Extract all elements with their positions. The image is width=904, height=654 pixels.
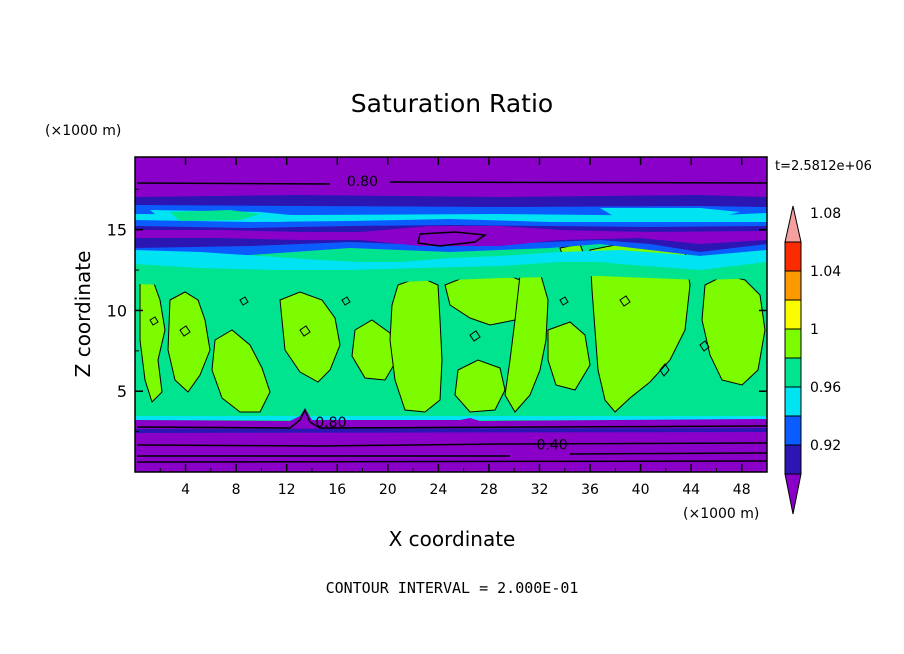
top-green-patch — [170, 210, 260, 221]
colorbar-swatch — [784, 270, 802, 301]
x-tick-label: 16 — [328, 482, 346, 498]
colorbar-swatch — [784, 444, 802, 475]
x-axis: 4 8 12 16 20 24 28 32 36 40 44 48 — [159, 157, 751, 498]
contour-labels: 0.80 0.80 0.40 — [315, 174, 567, 453]
y-units-label: (×1000 m) — [45, 123, 121, 139]
colorbar-swatch — [784, 415, 802, 446]
time-label: t=2.5812e+06 — [775, 159, 872, 174]
region-2 — [167, 291, 211, 393]
colorbar: 0.92 0.96 1 1.04 1.08 — [784, 205, 841, 515]
colorbar-level-label: 1.08 — [810, 206, 841, 222]
y-tick-label: 5 — [117, 382, 127, 401]
x-tick-label: 36 — [581, 482, 599, 498]
region-11 — [547, 321, 591, 391]
colorbar-swatch — [784, 299, 802, 330]
region-5 — [351, 319, 399, 381]
region-1 — [139, 277, 166, 403]
lower-cyan-band — [135, 416, 767, 420]
contour-lines — [136, 181, 768, 463]
contour-label: 0.80 — [347, 174, 378, 190]
x-tick-label: 24 — [429, 482, 447, 498]
dry-pocket — [417, 231, 488, 247]
contour-islands — [149, 295, 710, 377]
region-3 — [211, 329, 271, 413]
upper-green-layer — [135, 262, 767, 286]
colorbar-max-arrow — [784, 205, 802, 243]
contour-080-bottom — [136, 408, 768, 429]
y-axis-label: Z coordinate — [71, 251, 95, 378]
supersaturated-regions — [139, 206, 766, 413]
upper-cyan-lower-band — [135, 250, 767, 272]
x-tick-label: 44 — [682, 482, 700, 498]
region-9 — [454, 359, 506, 413]
colorbar-swatch — [784, 357, 802, 388]
x-units-label: (×1000 m) — [683, 506, 759, 522]
x-tick-label: 40 — [632, 482, 650, 498]
y-axis: 5 10 15 — [107, 188, 767, 433]
y-tick-label: 10 — [107, 301, 127, 320]
x-tick-label: 28 — [480, 482, 498, 498]
contour-label: 0.80 — [315, 415, 346, 431]
x-tick-label: 48 — [733, 482, 751, 498]
top-cyan-patch-2 — [600, 208, 740, 222]
colorbar-level-label: 1 — [810, 322, 819, 338]
top-dry-layer — [135, 157, 767, 201]
x-axis-label: X coordinate — [389, 527, 516, 551]
contour-040 — [137, 452, 768, 457]
contour-080-top — [136, 181, 768, 185]
contour-low-3 — [136, 460, 768, 463]
x-tick-label: 20 — [379, 482, 397, 498]
colorbar-swatch — [784, 328, 802, 359]
lower-dark-band — [135, 428, 767, 433]
x-tick-label: 32 — [531, 482, 549, 498]
colorbar-level-label: 0.96 — [810, 380, 841, 396]
contour-interval-note: CONTOUR INTERVAL = 2.000E-01 — [326, 579, 579, 597]
colorbar-level-label: 0.92 — [810, 438, 841, 454]
contour-low-1 — [136, 442, 768, 447]
y-tick-label: 15 — [107, 221, 127, 240]
region-6 — [389, 276, 443, 413]
x-tick-label: 12 — [278, 482, 296, 498]
region-4 — [279, 291, 341, 383]
region-8 — [504, 271, 549, 413]
plot-frame — [134, 156, 768, 473]
chart-title: Saturation Ratio — [351, 89, 553, 118]
colorbar-min-arrow — [784, 473, 802, 515]
colorbar-swatch — [784, 241, 802, 272]
x-tick-label: 8 — [232, 482, 241, 498]
colorbar-level-label: 1.04 — [810, 264, 841, 280]
x-tick-label: 4 — [181, 482, 190, 498]
colorbar-swatch — [784, 386, 802, 417]
contour-field — [135, 157, 767, 472]
contour-label: 0.40 — [537, 438, 568, 454]
